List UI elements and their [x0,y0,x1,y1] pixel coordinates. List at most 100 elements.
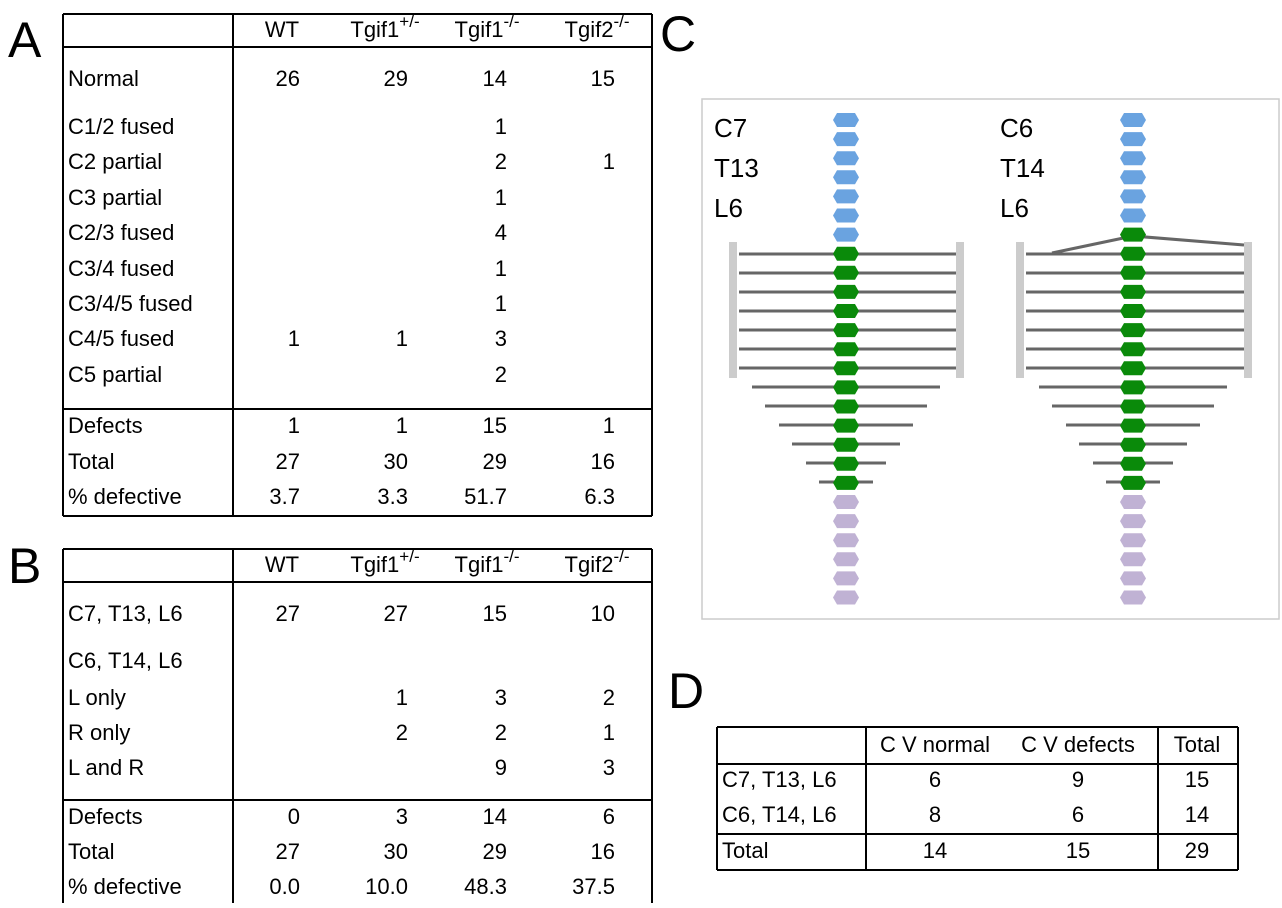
row-label: C4/5 fused [68,326,174,351]
vertebra [1120,591,1146,605]
vertebra [1120,571,1146,585]
vertebra [833,400,859,414]
column-header: WT [265,17,299,42]
cell: 1 [495,114,507,139]
header-text: Tgif2 [565,552,614,577]
vertebra [1120,342,1146,356]
vertebra [1120,209,1146,223]
cell: 15 [1185,767,1209,792]
header-text: WT [265,552,299,577]
vertebra [1120,514,1146,528]
vertebra [1120,476,1146,490]
side-bar [729,242,737,378]
cell: 1 [495,185,507,210]
cell: 37.5 [572,874,615,899]
cell: 2 [603,685,615,710]
header-superscript: +/- [399,12,419,31]
column-header: C V defects [1021,732,1135,757]
cell: 27 [276,601,300,626]
cell: 4 [495,220,507,245]
cell: 14 [1185,802,1209,827]
cell: 14 [483,804,507,829]
vertebra-count: T13 [714,153,759,183]
side-bar [1244,242,1252,378]
cell: 27 [276,839,300,864]
cell: 2 [495,362,507,387]
cell: 29 [483,449,507,474]
row-label: L and R [68,755,144,780]
cell: 14 [483,66,507,91]
rule [1052,236,1133,253]
vertebra [1120,170,1146,184]
header-text: Tgif1 [455,17,504,42]
row-label: Defects [68,804,143,829]
cell: 51.7 [464,484,507,509]
cell: 15 [483,601,507,626]
row-label: C2/3 fused [68,220,174,245]
cell: 6.3 [584,484,615,509]
cell: 8 [929,802,941,827]
cell: 10.0 [365,874,408,899]
vertebra [1120,438,1146,452]
cell: 29 [1185,838,1209,863]
vertebra [1120,285,1146,299]
header-superscript: +/- [399,547,419,566]
cell: 30 [384,839,408,864]
panel-label: D [668,663,704,719]
vertebra [1120,495,1146,509]
cell: 3 [603,755,615,780]
vertebra [1120,552,1146,566]
vertebra [833,476,859,490]
cell: 15 [591,66,615,91]
cell: 0.0 [269,874,300,899]
column-header: C V normal [880,732,990,757]
vertebra-count: C6 [1000,113,1033,143]
side-bar [956,242,964,378]
header-text: Tgif1 [350,17,399,42]
cell: 9 [495,755,507,780]
vertebra [833,552,859,566]
column-header: Tgif2-/- [565,547,630,576]
panel-label: A [8,12,42,68]
row-label: C6, T14, L6 [68,648,183,673]
row-label: C3/4/5 fused [68,291,193,316]
cell: 1 [603,149,615,174]
cell: 16 [591,839,615,864]
cell: 3 [495,685,507,710]
figure: A B C D WTTgif1+/-Tgif1-/-Tgif2-/-Normal… [0,0,1282,903]
cell: 1 [396,413,408,438]
header-text: Tgif2 [565,17,614,42]
header-text: Tgif1 [455,552,504,577]
vertebra [833,304,859,318]
header-text: WT [265,17,299,42]
cell: 27 [384,601,408,626]
vertebra-count: L6 [714,193,743,223]
cell: 3.3 [377,484,408,509]
vertebra [833,323,859,337]
column-header: Tgif2-/- [565,12,630,41]
diagram-frame [702,99,1279,619]
vertebra [1120,189,1146,203]
cell: 2 [495,720,507,745]
cell: 1 [603,413,615,438]
vertebra [1120,361,1146,375]
panel-label: C [660,6,696,62]
cell: 3.7 [269,484,300,509]
vertebra [1120,247,1146,261]
vertebra [833,514,859,528]
vertebra [833,266,859,280]
header-superscript: -/- [503,547,519,566]
cell: 1 [495,291,507,316]
vertebra [833,132,859,146]
header-superscript: -/- [613,547,629,566]
vertebra [833,591,859,605]
vertebra [833,342,859,356]
vertebra [833,419,859,433]
cell: 3 [495,326,507,351]
vertebra-count: T14 [1000,153,1045,183]
rule [1133,236,1244,245]
vertebra [833,285,859,299]
row-label: C7, T13, L6 [68,601,183,626]
vertebra [1120,228,1146,242]
vertebra [1120,533,1146,547]
